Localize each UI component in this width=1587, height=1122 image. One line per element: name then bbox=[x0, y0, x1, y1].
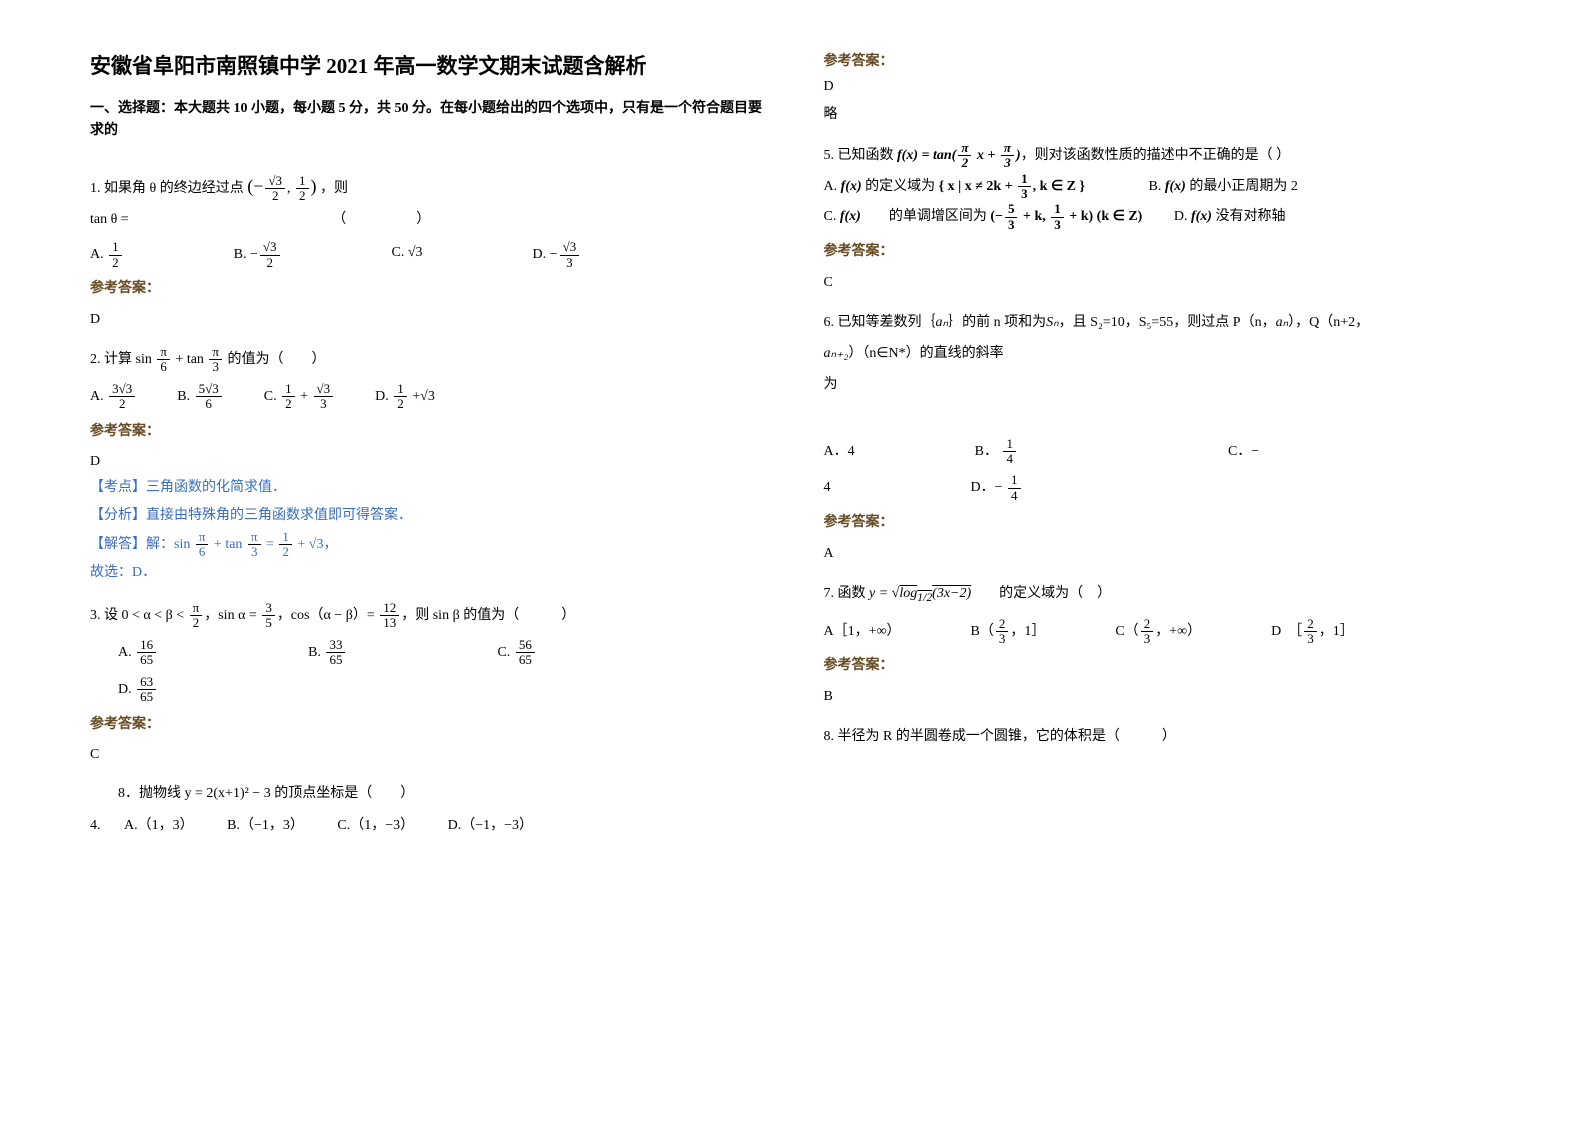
q5-stem: 5. 已知函数 f(x) = tan(π2 x + π3)，则对该函数性质的描述… bbox=[824, 141, 1498, 172]
q4-stem: 8．抛物线 y = 2(x+1)² − 3 的顶点坐标是（ ） bbox=[90, 781, 764, 808]
q3-answer-heading: 参考答案： bbox=[90, 712, 764, 739]
q1-opt-b: B. −√32 bbox=[234, 240, 282, 270]
q2-opt-b: B. 5√36 bbox=[177, 382, 223, 413]
q1-point-open: (− bbox=[247, 176, 263, 196]
q1-tan-line: tan θ = （ ） bbox=[90, 206, 764, 234]
q6-answer: A bbox=[824, 543, 1498, 565]
q5-answer: C bbox=[824, 272, 1498, 294]
q8-stem: 8. 半径为 R 的半圆卷成一个圆锥，它的体积是（ ） bbox=[824, 722, 1498, 753]
q6-opt-c2: 4 bbox=[824, 473, 831, 504]
q7-answer: B bbox=[824, 686, 1498, 708]
q4-answer-extra: 略 bbox=[824, 104, 1498, 126]
q4-answer-heading: 参考答案： bbox=[824, 50, 1498, 70]
q4-prefix: 4. bbox=[90, 818, 101, 833]
q5-line-ab: A. f(x) 的定义域为 { x | x ≠ 2k + 13, k ∈ Z }… bbox=[824, 172, 1498, 203]
q4-opt-b: B.（−1，3） bbox=[227, 818, 304, 833]
q1-stem: 1. 如果角 θ 的终边经过点 (−√32, 12) ，则 bbox=[90, 167, 764, 207]
right-column: 参考答案： D 略 5. 已知函数 f(x) = tan(π2 x + π3)，… bbox=[824, 50, 1498, 1072]
q2-answer: D bbox=[90, 451, 764, 473]
q1-point-comma: , bbox=[287, 181, 294, 196]
q7-opt-d: D ［23，1］ bbox=[1271, 617, 1354, 648]
q6-stem: 6. 已知等差数列｛aₙ｝的前 n 项和为Sₙ，且 S₂=10，S₅=55，则过… bbox=[824, 308, 1498, 339]
q1-options: A. 12 B. −√32 C. √3 D. −√33 bbox=[90, 240, 764, 270]
q2-opt-a: A. 3√32 bbox=[90, 382, 137, 413]
q7-opt-c: C（23，+∞） bbox=[1115, 617, 1201, 648]
q6-options-1: A．4 B． 14 C．− bbox=[824, 437, 1498, 468]
q5-fn: f(x) = tan(π2 x + π3) bbox=[897, 148, 1021, 163]
question-2: 2. 计算 sin π6 + tan π3 的值为（ ） A. 3√32 B. … bbox=[90, 345, 764, 587]
q1-text-b: ，则 bbox=[320, 181, 348, 196]
q1-answer-heading: 参考答案： bbox=[90, 276, 764, 303]
q2-answer-heading: 参考答案： bbox=[90, 419, 764, 446]
q4-opt-c: C.（1，−3） bbox=[337, 818, 414, 833]
q1-point-frac2: 12 bbox=[296, 174, 309, 204]
q7-opt-a: A［1，+∞） bbox=[824, 617, 901, 648]
question-1: 1. 如果角 θ 的终边经过点 (−√32, 12) ，则 tan θ = （ … bbox=[90, 167, 764, 331]
q5-a-set: { x | x ≠ 2k + 13, k ∈ Z } bbox=[939, 179, 1085, 194]
q6-options-2: 4 D．− 14 bbox=[824, 473, 1498, 504]
q4-opt-a: A.（1，3） bbox=[124, 818, 194, 833]
q7-answer-heading: 参考答案： bbox=[824, 653, 1498, 680]
q1-opt-d: D. −√33 bbox=[533, 240, 582, 270]
question-8: 8. 半径为 R 的半圆卷成一个圆锥，它的体积是（ ） bbox=[824, 722, 1498, 753]
q6-answer-heading: 参考答案： bbox=[824, 510, 1498, 537]
q1-point-frac1: √32 bbox=[265, 174, 285, 204]
question-3: 3. 设 0 < α < β < π2，sin α = 35，cos（α − β… bbox=[90, 601, 764, 766]
q1-opt-a: A. 12 bbox=[90, 240, 124, 270]
q5-answer-heading: 参考答案： bbox=[824, 239, 1498, 266]
q4-options-line: 4. A.（1，3） B.（−1，3） C.（1，−3） D.（−1，−3） bbox=[90, 813, 764, 840]
q1-opt-c: C. √3 bbox=[392, 240, 423, 270]
q7-opt-b: B（23，1］ bbox=[971, 617, 1046, 648]
q2-options: A. 3√32 B. 5√36 C. 12 + √33 D. 12 +√3 bbox=[90, 382, 764, 413]
left-column: 安徽省阜阳市南照镇中学 2021 年高一数学文期末试题含解析 一、选择题：本大题… bbox=[90, 50, 764, 1072]
q2-opt-c: C. 12 + √33 bbox=[264, 382, 335, 413]
q2-sol4: 故选：D． bbox=[90, 559, 764, 587]
q3-answer: C bbox=[90, 744, 764, 766]
q6-opt-b: B． 14 bbox=[975, 437, 1018, 468]
q2-sol1: 【考点】三角函数的化简求值． bbox=[90, 474, 764, 502]
q1-point-close: ) bbox=[311, 176, 317, 196]
q5-line-cd: C. f(x) 的单调增区间为 (−53 + k, 13 + k) (k ∈ Z… bbox=[824, 202, 1498, 233]
q2-sol3: 【解答】解：sin π6 + tan π3 = 12 + √3， bbox=[90, 530, 764, 560]
q7-options: A［1，+∞） B（23，1］ C（23，+∞） D ［23，1］ bbox=[824, 617, 1498, 648]
question-7: 7. 函数 y = √log1/2(3x−2) 的定义域为（ ） A［1，+∞）… bbox=[824, 579, 1498, 708]
q6-opt-a: A．4 bbox=[824, 437, 855, 468]
q7-stem: 7. 函数 y = √log1/2(3x−2) 的定义域为（ ） bbox=[824, 579, 1498, 610]
q3-options: A. 1665 B. 3365 C. 5665 D. 6365 bbox=[90, 638, 764, 706]
q6-stem-3: 为 bbox=[824, 370, 1498, 401]
q2-opt-d: D. 12 +√3 bbox=[375, 382, 435, 413]
q1-tan: tan θ = bbox=[90, 212, 129, 227]
q1-answer: D bbox=[90, 309, 764, 331]
question-5: 5. 已知函数 f(x) = tan(π2 x + π3)，则对该函数性质的描述… bbox=[824, 141, 1498, 294]
q3-stem: 3. 设 0 < α < β < π2，sin α = 35，cos（α − β… bbox=[90, 601, 764, 632]
q4-answer: D bbox=[824, 76, 1498, 98]
q2-stem: 2. 计算 sin π6 + tan π3 的值为（ ） bbox=[90, 345, 764, 376]
q1-text-a: 1. 如果角 θ 的终边经过点 bbox=[90, 181, 247, 196]
q6-opt-c: C．− bbox=[1228, 437, 1259, 468]
q1-paren: （ ） bbox=[332, 212, 430, 227]
q5-c-interval: (−53 + k, 13 + k) (k ∈ Z) bbox=[990, 209, 1142, 224]
question-6: 6. 已知等差数列｛aₙ｝的前 n 项和为Sₙ，且 S₂=10，S₅=55，则过… bbox=[824, 308, 1498, 565]
section-1-heading: 一、选择题：本大题共 10 小题，每小题 5 分，共 50 分。在每小题给出的四… bbox=[90, 98, 764, 143]
q3-opt-a: A. 1665 bbox=[118, 638, 158, 669]
q7-fn: y = √log1/2(3x−2) bbox=[869, 586, 971, 601]
question-4: 8．抛物线 y = 2(x+1)² − 3 的顶点坐标是（ ） 4. A.（1，… bbox=[90, 781, 764, 840]
q3-opt-b: B. 3365 bbox=[308, 638, 347, 669]
q6-stem-2: aₙ₊₂）（n∈N*）的直线的斜率 bbox=[824, 339, 1498, 370]
q2-sol2: 【分析】直接由特殊角的三角函数求值即可得答案． bbox=[90, 502, 764, 530]
q4-opt-d: D.（−1，−3） bbox=[448, 818, 533, 833]
q6-opt-d: D．− 14 bbox=[971, 473, 1023, 504]
document-title: 安徽省阜阳市南照镇中学 2021 年高一数学文期末试题含解析 bbox=[90, 50, 764, 80]
q3-opt-d: D. 6365 bbox=[118, 675, 158, 706]
q3-opt-c: C. 5665 bbox=[497, 638, 536, 669]
